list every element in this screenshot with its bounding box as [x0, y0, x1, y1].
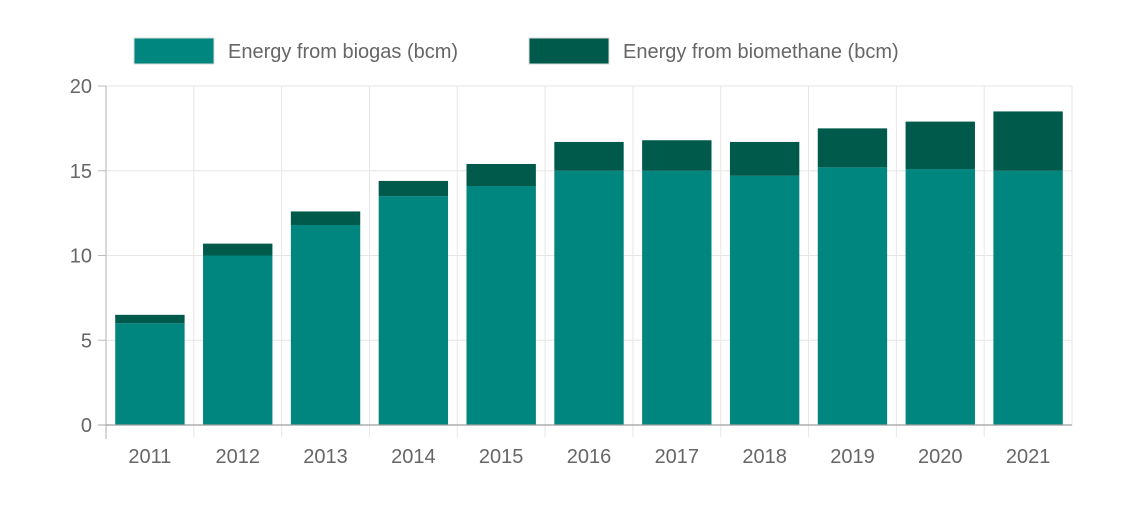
bar-biomethane-2013	[290, 211, 361, 225]
x-tick-label: 2020	[918, 446, 963, 468]
bar-biomethane-2018	[729, 141, 800, 176]
x-tick-label: 2017	[655, 446, 700, 468]
bar-biomethane-2019	[817, 128, 888, 168]
y-tick-label: 0	[81, 415, 92, 437]
x-tick-label: 2021	[1006, 446, 1051, 468]
bar-biomethane-2011	[115, 314, 185, 324]
bar-biogas-2020	[905, 169, 975, 425]
bar-biogas-2017	[642, 170, 712, 425]
x-tick-label: 2018	[742, 446, 787, 468]
bar-biogas-2016	[554, 170, 624, 425]
legend-swatch	[133, 37, 215, 65]
x-tick-label: 2016	[567, 446, 612, 468]
bar-biogas-2018	[729, 175, 800, 425]
bar-biomethane-2012	[203, 243, 273, 256]
bar-biogas-2015	[466, 186, 536, 425]
bar-biomethane-2016	[554, 141, 624, 171]
bar-biomethane-2020	[905, 121, 975, 170]
bar-biomethane-2014	[378, 180, 449, 197]
x-tick-label: 2019	[830, 446, 875, 468]
legend-label: Energy from biogas (bcm)	[228, 41, 458, 63]
x-axis-ticks: 2011 2012 2013 2014 2015 2016 2017 2018 2019 2020…	[128, 446, 1050, 468]
y-tick-label: 10	[70, 246, 92, 268]
y-tick-label: 15	[70, 161, 92, 183]
x-tick-label: 2011	[128, 446, 171, 468]
bar-biomethane-2017	[642, 140, 712, 171]
axes	[98, 86, 1072, 439]
bar-biogas-2012	[203, 255, 273, 425]
y-axis-ticks: 0 5 10 15 20	[70, 76, 106, 437]
bar-biogas-2019	[817, 167, 888, 426]
y-tick-label: 20	[70, 76, 92, 98]
x-tick-label: 2012	[215, 446, 260, 468]
legend: Energy from biogas (bcm) Energy from biom…	[133, 37, 899, 65]
bars	[115, 111, 1063, 426]
x-tick-label: 2015	[479, 446, 524, 468]
legend-swatch	[528, 37, 610, 65]
bar-biomethane-2021	[993, 111, 1063, 171]
y-tick-label: 5	[81, 330, 92, 352]
x-tick-label: 2014	[391, 446, 436, 468]
bar-biogas-2011	[115, 323, 185, 425]
bar-biomethane-2015	[466, 163, 536, 187]
bar-biogas-2014	[378, 196, 449, 425]
bar-biogas-2013	[290, 224, 361, 425]
x-tick-label: 2013	[303, 446, 348, 468]
legend-label: Energy from biomethane (bcm)	[623, 41, 899, 63]
bar-biogas-2021	[993, 170, 1063, 425]
